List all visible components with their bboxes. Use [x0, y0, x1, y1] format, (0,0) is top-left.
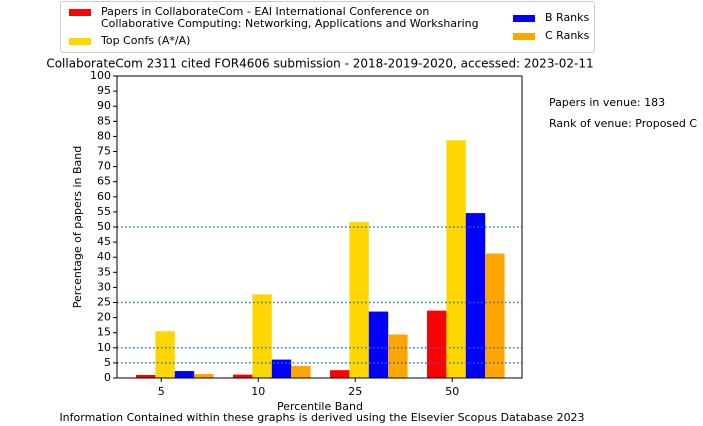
x-axis-label: Percentile Band — [277, 400, 363, 413]
legend-entry: B Ranks — [513, 12, 589, 24]
y-tick-label: 5 — [104, 356, 111, 369]
annotation: Papers in venue: 183 — [549, 96, 665, 109]
y-tick-label: 70 — [97, 160, 111, 173]
legend-entry: C Ranks — [513, 30, 589, 42]
legend-swatch — [69, 9, 91, 16]
y-tick-label: 15 — [97, 326, 111, 339]
legend-label: Top Confs (A*/A) — [101, 34, 191, 47]
y-tick-label: 10 — [97, 341, 111, 354]
y-tick-label: 35 — [97, 265, 111, 278]
legend-label: Papers in CollaborateCom - EAI Internati… — [101, 5, 479, 30]
y-tick-label: 40 — [97, 250, 111, 263]
bar — [194, 374, 214, 378]
legend-swatch — [513, 33, 535, 40]
y-tick-label: 90 — [97, 99, 111, 112]
x-tick-label: 5 — [158, 385, 165, 398]
x-tick-label: 25 — [348, 385, 362, 398]
annotation: Rank of venue: Proposed C — [549, 117, 697, 130]
legend: Papers in CollaborateCom - EAI Internati… — [60, 1, 595, 53]
legend-entry: Papers in CollaborateCom - EAI Internati… — [69, 6, 479, 30]
bar — [155, 331, 175, 378]
legend-label: B Ranks — [545, 11, 590, 24]
bar — [271, 359, 292, 378]
legend-entry: Top Confs (A*/A) — [69, 35, 190, 47]
bar — [174, 371, 195, 378]
bar — [233, 374, 253, 378]
y-tick-label: 80 — [97, 129, 111, 142]
bar — [427, 310, 447, 378]
legend-swatch — [513, 15, 535, 22]
legend-label: C Ranks — [545, 29, 590, 42]
plot-frame — [116, 75, 523, 379]
y-tick-label: 60 — [97, 190, 111, 203]
y-tick-label: 65 — [97, 175, 111, 188]
y-tick-label: 30 — [97, 280, 111, 293]
bar — [465, 213, 486, 378]
y-tick-label: 20 — [97, 311, 111, 324]
bar — [136, 374, 156, 378]
bar — [485, 253, 505, 378]
footer: Information Contained within these graph… — [59, 411, 584, 424]
bar — [446, 140, 466, 378]
bar — [349, 221, 369, 378]
y-tick-label: 0 — [104, 371, 111, 384]
y-tick-label: 25 — [97, 296, 111, 309]
y-tick-label: 85 — [97, 114, 111, 127]
bar — [252, 294, 272, 378]
y-axis-label: Percentage of papers in Band — [71, 146, 84, 308]
bar — [388, 334, 408, 378]
x-tick-label: 50 — [445, 385, 459, 398]
y-tick-label: 45 — [97, 235, 111, 248]
y-tick-label: 95 — [97, 84, 111, 97]
y-tick-label: 100 — [90, 69, 111, 82]
legend-swatch — [69, 38, 91, 45]
y-tick-label: 50 — [97, 220, 111, 233]
bar — [330, 370, 350, 378]
x-tick-label: 10 — [251, 385, 265, 398]
bar — [291, 365, 311, 378]
y-tick-label: 55 — [97, 205, 111, 218]
chart-title: CollaborateCom 2311 cited FOR4606 submis… — [46, 57, 593, 71]
y-tick-label: 75 — [97, 145, 111, 158]
bar — [368, 311, 389, 378]
